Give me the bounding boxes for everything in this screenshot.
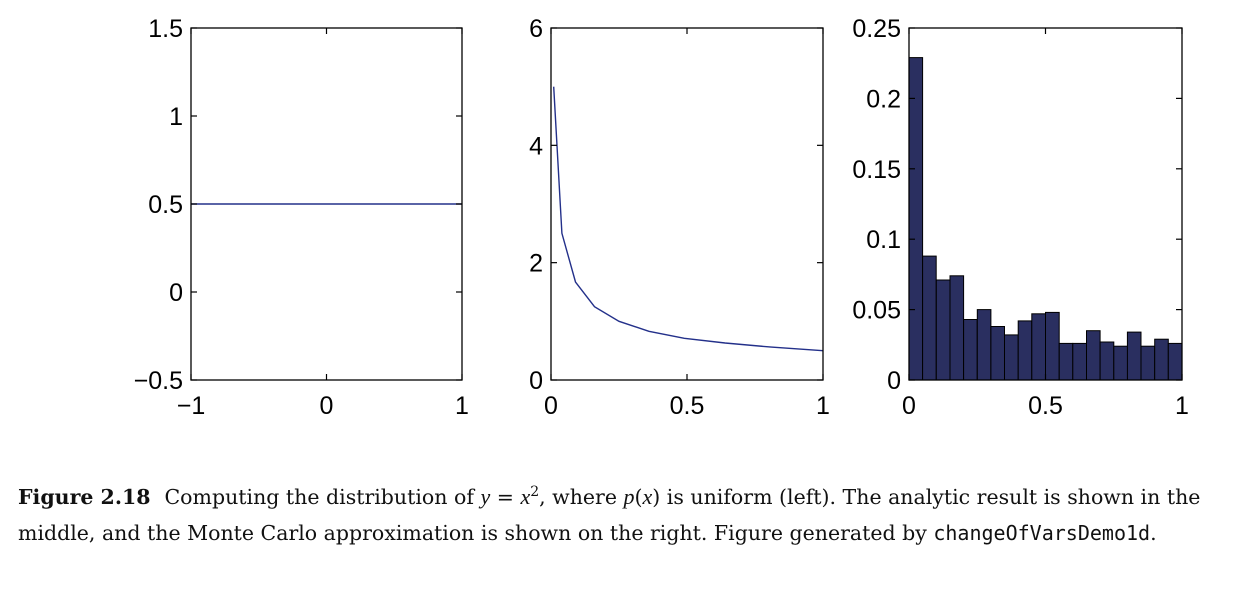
y-tick-label: 0.5 xyxy=(148,191,183,219)
histogram-bar xyxy=(1154,338,1169,381)
series-line xyxy=(553,86,824,352)
y-tick-label: 2 xyxy=(529,250,543,278)
histogram-bar xyxy=(990,326,1006,381)
y-tick-label: 4 xyxy=(529,132,543,160)
y-tick-label: 0.2 xyxy=(866,85,901,113)
histogram-bar xyxy=(908,57,924,381)
x-tick-label: 0.5 xyxy=(1028,392,1063,420)
x-tick-label: 0 xyxy=(544,392,558,420)
middle-panel-analytic: 0 0.5 1 0 2 4 6 xyxy=(529,15,830,420)
caption-math-x: x xyxy=(520,483,531,509)
histogram-bar xyxy=(1004,334,1019,381)
caption-math-x: x xyxy=(642,483,653,509)
left-panel-uniform: −1 0 1 −0.5 0 0.5 1 1.5 xyxy=(134,15,469,420)
y-tick-label: 0 xyxy=(169,279,183,307)
y-tick-label: 0.05 xyxy=(852,297,901,325)
caption-text: . xyxy=(1150,520,1157,545)
x-tick-label: 1 xyxy=(455,392,469,420)
caption-superscript: 2 xyxy=(530,484,540,500)
x-tick-label: 0 xyxy=(320,392,334,420)
caption-text: Computing the distribution of xyxy=(164,484,481,509)
y-tick-label: −0.5 xyxy=(134,367,183,395)
histogram-bar xyxy=(1086,330,1101,381)
histogram-bar xyxy=(935,279,951,381)
x-tick-label: 0 xyxy=(902,392,916,420)
histogram-bar xyxy=(949,275,965,381)
right-panel-monte-carlo: 0 0.5 1 0 0.05 0.1 0.15 0.2 0.25 xyxy=(852,15,1189,420)
histogram-bar xyxy=(1031,313,1047,381)
caption-text: = xyxy=(490,484,521,509)
histogram-bar xyxy=(1099,341,1115,381)
x-tick-label: 1 xyxy=(816,392,830,420)
histogram-bar xyxy=(1017,320,1033,381)
y-tick-label: 0 xyxy=(887,367,901,395)
x-tick-label: 1 xyxy=(1175,392,1189,420)
histogram-bar xyxy=(976,309,992,381)
figure-panels: −1 0 1 −0.5 0 0.5 1 1.5 0 0.5 1 0 2 4 6 0 0.5 1 0 0.05 0.1… xyxy=(134,15,1189,420)
histogram-bar xyxy=(1113,345,1129,381)
x-tick-label: 0.5 xyxy=(670,392,705,420)
caption-text: ( xyxy=(634,484,643,509)
y-tick-label: 6 xyxy=(529,15,543,43)
histogram-bar xyxy=(1045,311,1060,381)
histogram-bar xyxy=(1167,342,1183,381)
caption-text: , where xyxy=(539,484,624,509)
histogram-bar xyxy=(922,255,937,381)
y-tick-label: 1 xyxy=(169,103,183,131)
axes-box xyxy=(550,27,824,381)
histogram-bar xyxy=(1058,342,1074,381)
caption-code: changeOfVarsDemo1d xyxy=(933,520,1151,545)
histogram-bar xyxy=(1126,331,1142,381)
y-tick-label: 0 xyxy=(529,367,543,395)
histogram-bar xyxy=(1140,345,1156,381)
y-tick-label: 0.15 xyxy=(852,156,901,184)
y-tick-label: 0.1 xyxy=(866,226,901,254)
y-tick-label: 1.5 xyxy=(148,15,183,43)
histogram-bar xyxy=(1072,342,1088,381)
caption-text: ) is uniform (left). The analytic result… xyxy=(18,484,1201,545)
histogram-bar xyxy=(963,319,978,381)
y-tick-label: 0.25 xyxy=(852,15,901,43)
caption-label: Figure 2.18 xyxy=(18,484,151,509)
caption-math-p: p xyxy=(623,483,635,509)
figure-caption: Figure 2.18 Computing the distribution of… xyxy=(18,474,1230,551)
x-tick-label: −1 xyxy=(177,392,206,420)
caption-math-y: y xyxy=(480,483,491,509)
